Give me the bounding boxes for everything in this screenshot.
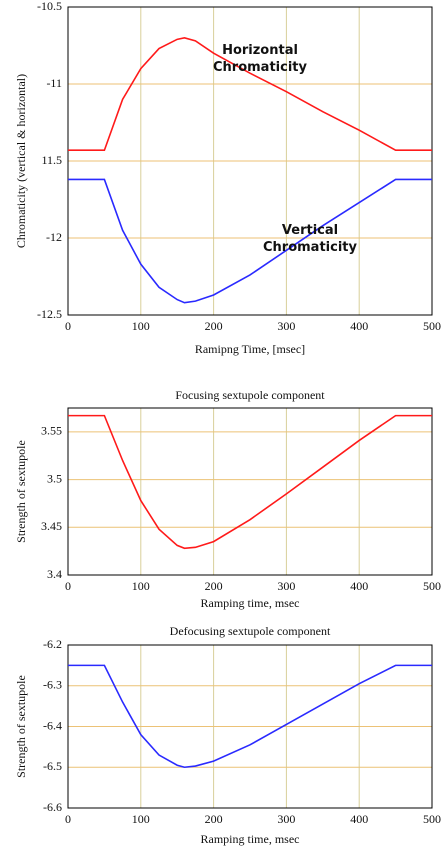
y-tick-label: -10.5 — [37, 0, 62, 13]
x-axis-label: Ramping time, msec — [201, 596, 300, 610]
chart-title: Defocusing sextupole component — [170, 624, 331, 638]
x-tick-label: 200 — [205, 319, 223, 333]
y-tick-label: 3.5 — [47, 471, 62, 485]
y-tick-label: -12 — [46, 230, 62, 244]
x-tick-label: 500 — [423, 579, 441, 593]
data-line — [68, 178, 432, 304]
series-label: Vertical Chromaticity — [263, 223, 357, 255]
y-tick-label: -6.4 — [43, 718, 62, 732]
y-tick-label: 11.5 — [41, 153, 62, 167]
chart-title: Focusing sextupole component — [175, 388, 325, 402]
x-axis-label: Ramping time, msec — [201, 832, 300, 846]
y-tick-label: -12.5 — [37, 307, 62, 321]
y-axis-label: Strength of sextupole — [14, 675, 28, 778]
y-tick-label: -11 — [46, 76, 62, 90]
plot-frame — [67, 6, 433, 316]
x-tick-label: 100 — [132, 812, 150, 826]
x-tick-label: 400 — [350, 579, 368, 593]
x-axis-label: Ramipng Time, [msec] — [195, 342, 305, 356]
y-axis-label: Strength of sextupole — [14, 440, 28, 543]
x-tick-label: 100 — [132, 319, 150, 333]
x-tick-label: 200 — [205, 812, 223, 826]
x-tick-label: 300 — [277, 812, 295, 826]
x-tick-label: 400 — [350, 812, 368, 826]
x-tick-label: 0 — [65, 812, 71, 826]
x-tick-label: 0 — [65, 319, 71, 333]
data-line — [68, 36, 432, 152]
y-tick-label: -6.5 — [43, 759, 62, 773]
y-tick-label: -6.3 — [43, 678, 62, 692]
y-tick-label: -6.2 — [43, 637, 62, 651]
y-tick-label: -6.6 — [43, 800, 62, 814]
y-tick-label: 3.45 — [41, 519, 62, 533]
x-tick-label: 200 — [205, 579, 223, 593]
data-line — [68, 664, 432, 769]
x-tick-label: 300 — [277, 319, 295, 333]
plot-frame — [67, 644, 433, 809]
data-line — [68, 414, 432, 550]
series-label: Horizontal Chromaticity — [213, 43, 307, 75]
y-tick-label: 3.4 — [47, 567, 62, 581]
x-tick-label: 300 — [277, 579, 295, 593]
x-tick-label: 500 — [423, 319, 441, 333]
x-tick-label: 500 — [423, 812, 441, 826]
y-tick-label: 3.55 — [41, 424, 62, 438]
plot-frame — [67, 407, 433, 576]
x-tick-label: 0 — [65, 579, 71, 593]
x-tick-label: 100 — [132, 579, 150, 593]
x-tick-label: 400 — [350, 319, 368, 333]
y-axis-label: Chromaticity (vertical & horizontal) — [14, 74, 28, 248]
